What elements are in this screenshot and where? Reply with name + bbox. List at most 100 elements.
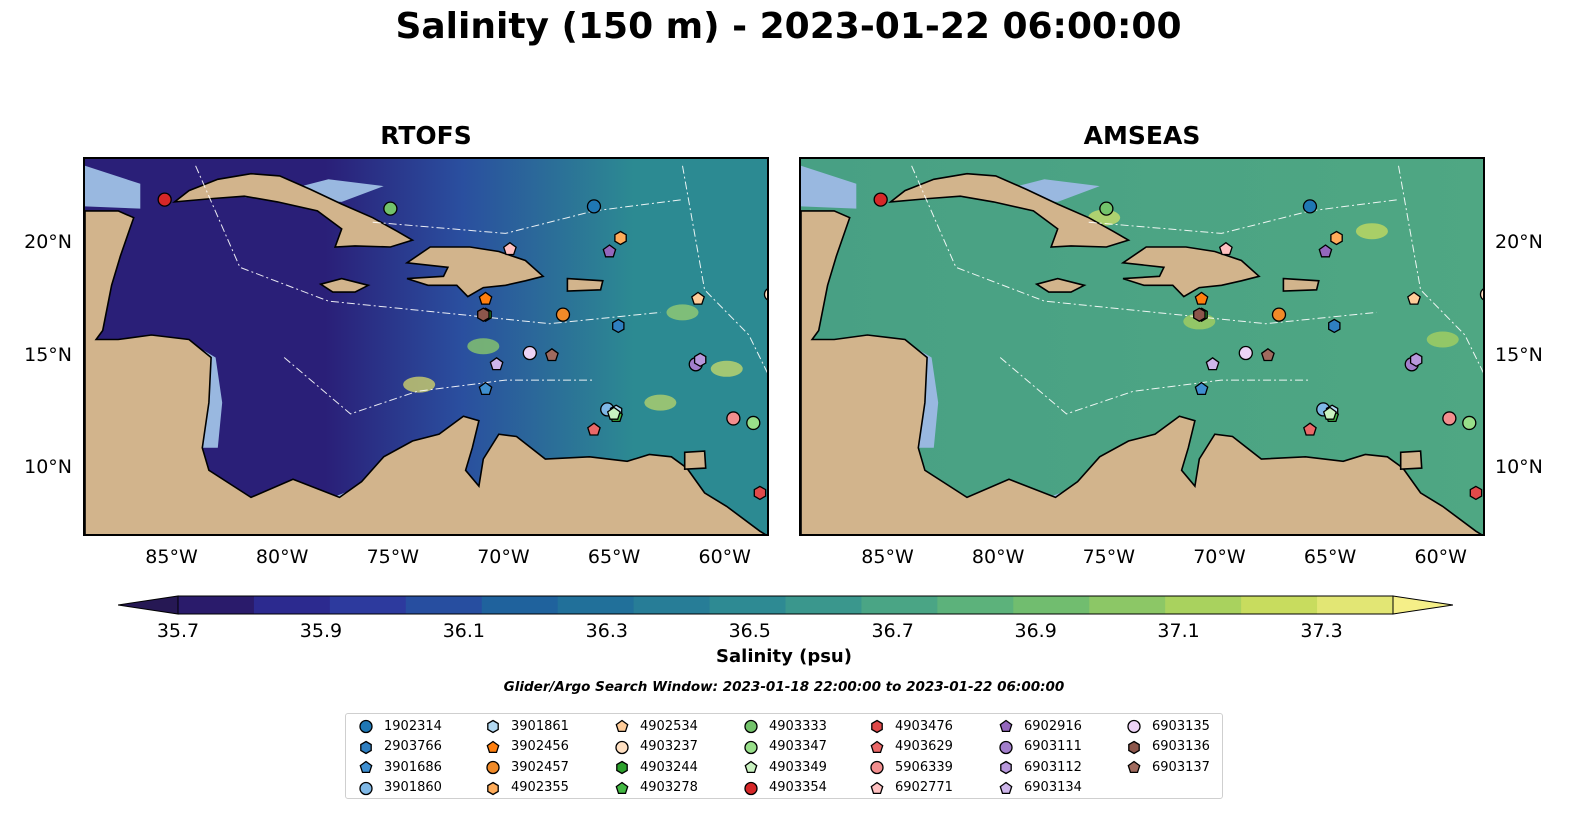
colorbar-segment xyxy=(253,596,331,614)
legend-label: 4903629 xyxy=(895,739,953,754)
lat-tick-label: 10°N xyxy=(1495,456,1543,479)
land-jamaica xyxy=(318,277,371,293)
platform-marker-6903135[interactable] xyxy=(1238,345,1253,361)
panel-title-amseas: AMSEAS xyxy=(1083,121,1201,150)
colorbar-segment xyxy=(633,596,711,614)
platform-marker-4903629[interactable] xyxy=(1303,422,1317,436)
platform-marker-4903237[interactable] xyxy=(763,288,770,301)
platform-marker-5906339[interactable] xyxy=(726,411,741,426)
platform-marker-4903237[interactable] xyxy=(1479,288,1486,301)
lon-tick-label: 80°W xyxy=(255,546,309,568)
lon-tick-label: 80°W xyxy=(971,546,1025,568)
legend-item: 4903278 xyxy=(614,779,698,797)
lat-tick-label: 10°N xyxy=(24,456,72,479)
legend-item: 4903333 xyxy=(743,717,827,735)
colorbar-segment xyxy=(557,596,635,614)
platform-marker-6902916[interactable] xyxy=(1318,244,1333,258)
platform-marker-6903112[interactable] xyxy=(693,352,707,368)
legend-marker xyxy=(359,781,373,795)
legend-marker xyxy=(615,719,629,733)
legend-marker xyxy=(615,781,629,794)
colorbar-label: Salinity (psu) xyxy=(716,646,852,667)
legend-label: 1902314 xyxy=(384,718,442,734)
amseas-map[interactable] xyxy=(799,157,1485,536)
legend-marker xyxy=(870,760,884,775)
legend-item: 4903476 xyxy=(869,717,953,735)
platform-marker-4902355[interactable] xyxy=(614,230,627,246)
platform-marker-6903136[interactable] xyxy=(477,307,490,322)
legend-marker xyxy=(487,719,499,734)
legend-item: 4903347 xyxy=(743,738,827,756)
platform-marker-4902534[interactable] xyxy=(1407,291,1421,305)
colorbar-tick-label: 36.1 xyxy=(442,620,486,642)
platform-marker-3902457[interactable] xyxy=(1271,307,1287,322)
platform-marker-4903349[interactable] xyxy=(1322,406,1337,420)
colorbar-tick-label: 37.1 xyxy=(1157,620,1200,642)
platform-marker-4902534[interactable] xyxy=(691,291,705,305)
platform-marker-4903347[interactable] xyxy=(746,415,761,431)
platform-marker-4903354[interactable] xyxy=(157,192,172,207)
land-hispaniola xyxy=(404,246,545,298)
legend-label: 6903137 xyxy=(1152,759,1210,775)
legend-label: 4903354 xyxy=(769,780,827,795)
legend-marker xyxy=(871,719,883,734)
platform-marker-4902355[interactable] xyxy=(1330,230,1343,246)
legend-marker xyxy=(744,719,758,734)
legend-item: 6903135 xyxy=(1126,717,1210,735)
platform-marker-4903476[interactable] xyxy=(1469,485,1483,501)
platform-marker-4903629[interactable] xyxy=(587,422,601,436)
legend-item: 6903111 xyxy=(998,738,1082,756)
platform-marker-5906339[interactable] xyxy=(1442,411,1457,426)
figure-title: Salinity (150 m) - 2023-01-22 06:00:00 xyxy=(395,6,1182,47)
platform-marker-4903333[interactable] xyxy=(1099,201,1114,216)
legend-marker xyxy=(616,760,628,775)
lon-tick-label: 65°W xyxy=(587,546,641,568)
legend-item: 2903766 xyxy=(358,738,442,756)
legend-item: 6903136 xyxy=(1126,738,1210,756)
platform-marker-6903137[interactable] xyxy=(1260,347,1275,362)
colorbar-segment xyxy=(178,596,255,614)
platform-marker-4903354[interactable] xyxy=(873,192,888,207)
colorbar-segment xyxy=(1013,596,1090,614)
land-cuba xyxy=(887,172,1131,248)
legend-label: 4902355 xyxy=(511,780,569,795)
land-trinidad xyxy=(1399,450,1423,471)
platform-marker-6902771[interactable] xyxy=(502,241,517,256)
platform-marker-3902456[interactable] xyxy=(1194,291,1209,305)
platform-marker-4903347[interactable] xyxy=(1462,415,1477,431)
platform-marker-3901686[interactable] xyxy=(1194,381,1209,396)
legend-item: 4902534 xyxy=(614,717,698,735)
platform-marker-6903135[interactable] xyxy=(522,345,537,361)
platform-marker-3902456[interactable] xyxy=(478,291,493,305)
rtofs-map[interactable] xyxy=(83,157,769,536)
colorbar-tick-label: 36.9 xyxy=(1014,620,1057,642)
platform-marker-4903349[interactable] xyxy=(606,406,621,420)
legend-label: 6903135 xyxy=(1152,718,1210,734)
platform-marker-1902314[interactable] xyxy=(586,199,602,214)
lon-tick-label: 85°W xyxy=(861,546,914,568)
platform-marker-6902771[interactable] xyxy=(1218,241,1233,256)
colorbar-segment xyxy=(785,596,863,614)
platform-marker-3901686[interactable] xyxy=(478,381,493,396)
platform-marker-6903112[interactable] xyxy=(1409,352,1423,368)
colorbar-segment xyxy=(1089,596,1166,614)
land-trinidad xyxy=(683,450,707,471)
platform-marker-2903766[interactable] xyxy=(1328,318,1341,334)
rtofs-map-canvas xyxy=(85,159,770,534)
platform-marker-3902457[interactable] xyxy=(555,307,571,322)
legend-item: 3901861 xyxy=(485,717,569,735)
platform-marker-2903766[interactable] xyxy=(612,318,625,334)
platform-marker-6903136[interactable] xyxy=(1193,307,1206,322)
platform-marker-6903137[interactable] xyxy=(544,347,559,362)
platform-marker-4903333[interactable] xyxy=(383,201,398,216)
legend-label: 4903237 xyxy=(640,739,698,754)
platform-marker-6903134[interactable] xyxy=(489,356,504,371)
platform-marker-6903134[interactable] xyxy=(1205,356,1220,371)
lat-tick-label: 15°N xyxy=(24,343,72,366)
lon-tick-label: 60°W xyxy=(1414,546,1467,568)
platform-marker-4903476[interactable] xyxy=(753,485,767,501)
colorbar xyxy=(117,590,1454,620)
platform-marker-6902916[interactable] xyxy=(602,244,617,258)
lon-tick-label: 70°W xyxy=(1193,546,1246,568)
platform-marker-1902314[interactable] xyxy=(1302,199,1318,214)
